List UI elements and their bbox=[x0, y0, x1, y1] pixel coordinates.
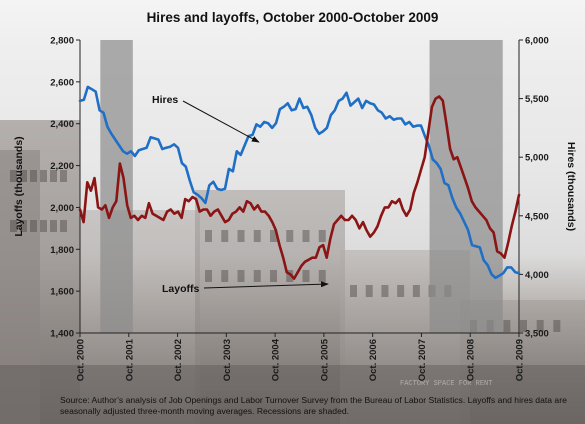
y-right-tick-label: 4,000 bbox=[525, 270, 549, 281]
annotation-layoffs-label: Layoffs bbox=[162, 283, 200, 295]
factory-sign-text: FACTORY SPACE FOR RENT bbox=[400, 380, 492, 388]
x-tick-label: Oct. 2007 bbox=[417, 339, 428, 381]
y-right-tick-label: 5,500 bbox=[525, 94, 549, 105]
x-tick-label: Oct. 2001 bbox=[124, 338, 135, 381]
y-left-tick-label: 2,400 bbox=[50, 119, 74, 130]
chart-title: Hires and layoffs, October 2000-October … bbox=[146, 10, 439, 25]
x-tick-label: Oct. 2009 bbox=[515, 339, 526, 381]
y-right-tick-label: 6,000 bbox=[525, 36, 549, 47]
y-left-tick-label: 2,800 bbox=[50, 36, 74, 47]
x-tick-label: Oct. 2008 bbox=[466, 339, 477, 381]
y-right-tick-label: 4,500 bbox=[525, 211, 549, 222]
series-line-hires bbox=[78, 85, 521, 280]
x-tick-label: Oct. 2005 bbox=[319, 338, 330, 381]
y-left-tick-label: 2,600 bbox=[50, 77, 74, 88]
series-line-layoffs bbox=[78, 95, 521, 280]
y-axis-right-label: Hires (thousands) bbox=[565, 142, 577, 231]
y-left-tick-label: 1,400 bbox=[50, 329, 74, 340]
x-tick-label: Oct. 2000 bbox=[76, 339, 87, 381]
y-left-tick-label: 1,800 bbox=[50, 245, 74, 256]
y-left-tick-label: 2,200 bbox=[50, 161, 74, 172]
y-left-tick-label: 1,600 bbox=[50, 287, 74, 298]
y-right-tick-label: 3,500 bbox=[525, 329, 549, 340]
source-note: Source: Author’s analysis of Job Opening… bbox=[60, 395, 567, 416]
y-left-tick-label: 2,000 bbox=[50, 203, 74, 214]
x-tick-label: Oct. 2004 bbox=[271, 338, 282, 381]
annotation-hires-label: Hires bbox=[152, 94, 178, 106]
x-tick-label: Oct. 2003 bbox=[222, 339, 233, 381]
y-axis-left-label: Layoffs (thousands) bbox=[13, 136, 25, 236]
y-right-tick-label: 5,000 bbox=[525, 153, 549, 164]
annotation-layoffs-arrow bbox=[203, 281, 329, 289]
x-tick-label: Oct. 2002 bbox=[173, 339, 184, 381]
annotation-hires-arrow bbox=[182, 100, 260, 143]
x-tick-label: Oct. 2006 bbox=[368, 339, 379, 381]
